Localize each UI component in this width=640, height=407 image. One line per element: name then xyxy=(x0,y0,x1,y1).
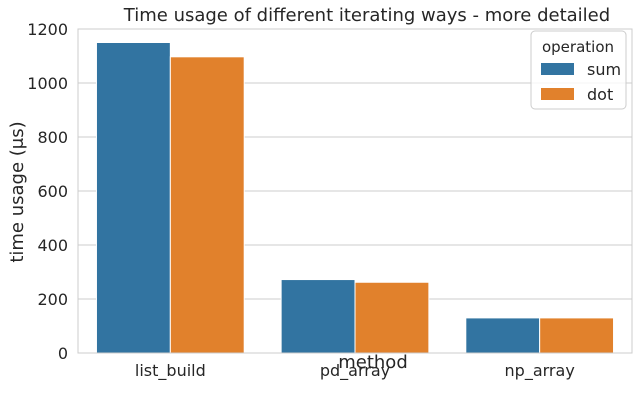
chart-title: Time usage of different iterating ways -… xyxy=(123,5,610,26)
x-tick-label: np_array xyxy=(505,361,575,381)
bars xyxy=(95,42,615,354)
bar-np_array-sum xyxy=(465,317,541,354)
y-tick-label: 800 xyxy=(37,128,68,147)
legend-swatch-dot xyxy=(541,88,574,100)
x-tick-label: pd_array xyxy=(320,361,390,381)
y-tick-label: 1000 xyxy=(27,74,68,93)
y-tick-label: 200 xyxy=(37,290,68,309)
bar-list_build-dot xyxy=(169,56,245,354)
bar-np_array-dot xyxy=(539,317,615,354)
legend-label-dot: dot xyxy=(587,85,613,104)
y-tick-label: 0 xyxy=(58,344,68,363)
bar-list_build-sum xyxy=(95,42,171,354)
legend-label-sum: sum xyxy=(587,60,621,79)
y-tick-label: 400 xyxy=(37,236,68,255)
x-tick-label: list_build xyxy=(135,361,206,381)
y-axis-ticks: 0 200 400 600 800 1000 1200 xyxy=(27,20,68,363)
legend-title: operation xyxy=(542,38,614,56)
y-axis-label: time usage (μs) xyxy=(7,121,28,262)
legend-swatch-sum xyxy=(541,63,574,75)
plot-frame xyxy=(77,28,633,354)
y-tick-label: 600 xyxy=(37,182,68,201)
bar-pd_array-sum xyxy=(280,279,356,354)
x-axis-ticks: list_build pd_array np_array xyxy=(135,361,575,381)
y-tick-label: 1200 xyxy=(27,20,68,39)
bar-pd_array-dot xyxy=(354,281,430,354)
legend: operation sum dot xyxy=(530,30,627,110)
x-axis-label: method xyxy=(338,352,408,373)
